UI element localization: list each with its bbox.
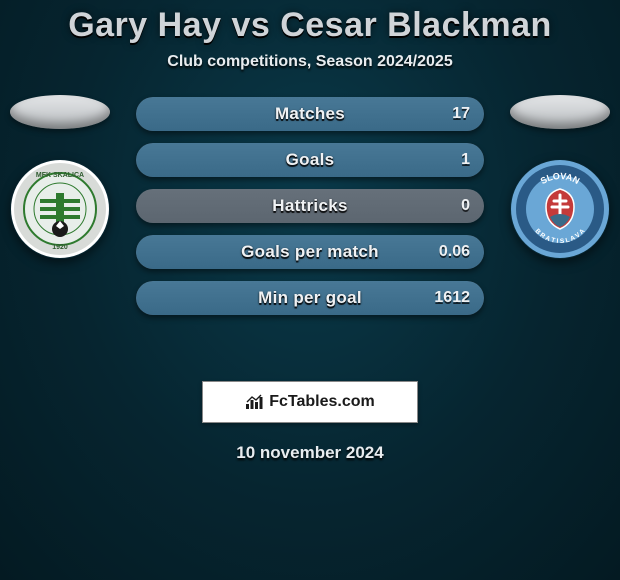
stat-label: Goals (136, 143, 484, 177)
comparison-layout: MFK SKALICA 1920 SLO (0, 97, 620, 357)
club-right-badge: SLOVAN B R A T I S L A V A (510, 159, 610, 259)
brand-text: FcTables.com (269, 393, 375, 411)
stat-label: Goals per match (136, 235, 484, 269)
brand-box[interactable]: FcTables.com (202, 381, 418, 423)
stat-value-right: 1 (461, 143, 470, 177)
stat-label: Hattricks (136, 189, 484, 223)
stat-value-right: 0 (461, 189, 470, 223)
stat-value-right: 1612 (434, 281, 470, 315)
stat-value-right: 17 (452, 97, 470, 131)
page-subtitle: Club competitions, Season 2024/2025 (0, 53, 620, 71)
stat-value-right: 0.06 (439, 235, 470, 269)
club-left-badge: MFK SKALICA 1920 (10, 159, 110, 259)
stat-row: Goals1 (136, 143, 484, 177)
ribbon-right (510, 95, 610, 129)
stat-label: Min per goal (136, 281, 484, 315)
stat-row: Matches17 (136, 97, 484, 131)
svg-text:1920: 1920 (52, 244, 68, 251)
stat-row: Hattricks0 (136, 189, 484, 223)
page-title: Gary Hay vs Cesar Blackman (0, 6, 620, 45)
slovan-badge-icon: SLOVAN B R A T I S L A V A (510, 159, 610, 259)
club-right: SLOVAN B R A T I S L A V A (500, 97, 620, 259)
chart-icon (245, 394, 265, 410)
stat-row: Min per goal1612 (136, 281, 484, 315)
footer-date: 10 november 2024 (0, 443, 620, 463)
stat-row: Goals per match0.06 (136, 235, 484, 269)
svg-text:MFK SKALICA: MFK SKALICA (36, 172, 84, 179)
stat-label: Matches (136, 97, 484, 131)
club-left: MFK SKALICA 1920 (0, 97, 120, 259)
ribbon-left (10, 95, 110, 129)
skalica-badge-icon: MFK SKALICA 1920 (10, 159, 110, 259)
stats-container: Matches17 Goals1 Hattricks0 Goals per match… (136, 97, 484, 315)
